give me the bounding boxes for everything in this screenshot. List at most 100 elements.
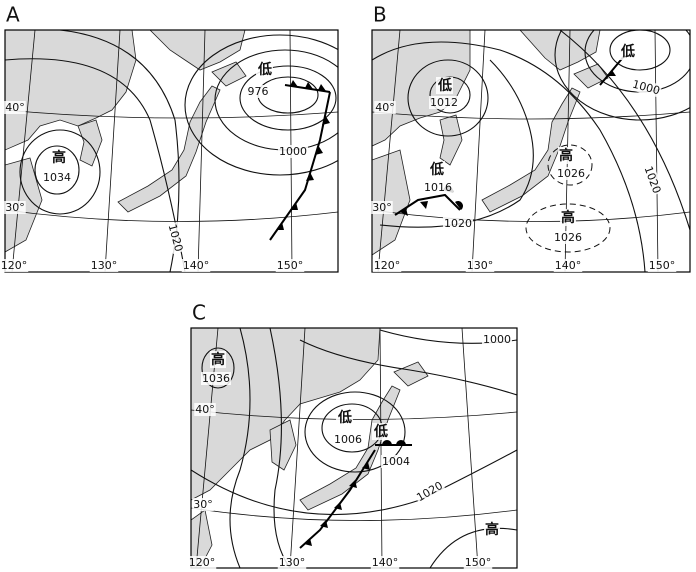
map-label: 30°	[5, 201, 25, 214]
isobar	[554, 30, 690, 121]
meridian	[11, 30, 293, 272]
map-label: 低	[373, 423, 388, 440]
map-label: 140°	[183, 259, 210, 272]
map-label: 976	[248, 85, 269, 98]
land	[117, 85, 221, 213]
label-background	[371, 201, 393, 214]
map-label: 130°	[467, 259, 494, 272]
map-label: 高	[561, 209, 575, 226]
label-background	[619, 43, 636, 60]
label-background	[181, 259, 211, 272]
label-background	[463, 556, 493, 569]
meridian	[377, 30, 659, 272]
isobar	[609, 30, 671, 71]
label-background	[333, 433, 363, 446]
label-background	[256, 61, 273, 78]
isobar	[191, 449, 517, 516]
isobar	[34, 145, 80, 195]
map-label: 1012	[430, 96, 458, 109]
label-background	[278, 145, 308, 158]
isobar	[372, 41, 646, 272]
label-background	[423, 181, 453, 194]
map-label: 40°	[5, 101, 25, 114]
isobar	[304, 391, 406, 473]
map-b	[372, 30, 690, 272]
label-background	[556, 167, 586, 180]
land	[191, 328, 381, 501]
label-background	[372, 259, 402, 272]
isobar	[429, 527, 517, 568]
label-background	[0, 259, 29, 272]
map-label: 1016	[424, 181, 452, 194]
map-label: 1004	[382, 455, 410, 468]
parallel	[5, 209, 338, 222]
map-label: 高	[485, 521, 499, 538]
isobar	[5, 58, 186, 272]
isobar	[299, 339, 517, 396]
map-label: 120°	[1, 259, 28, 272]
label-background	[336, 409, 353, 426]
land	[299, 385, 401, 511]
map-label: 30°	[193, 498, 213, 511]
isobar	[184, 34, 338, 176]
map-label: 高	[211, 351, 225, 368]
parallel	[372, 209, 690, 222]
frame	[4, 29, 339, 273]
label-background	[381, 455, 411, 468]
isobar	[547, 144, 593, 186]
map-label: 1026	[554, 231, 582, 244]
label-background	[275, 259, 305, 272]
label-background	[641, 163, 664, 197]
label-background	[165, 221, 186, 255]
label-background	[201, 372, 231, 385]
land	[519, 30, 601, 71]
map-label: 120°	[189, 556, 216, 569]
label-background	[647, 259, 677, 272]
map-label: 低	[437, 77, 452, 94]
label-background	[277, 556, 307, 569]
label-background	[553, 259, 583, 272]
map-label: 140°	[555, 259, 582, 272]
map-label: 1000	[279, 145, 307, 158]
map-label: 40°	[195, 403, 215, 416]
label-background	[370, 556, 400, 569]
map-label: 150°	[649, 259, 676, 272]
map-label: 140°	[372, 556, 399, 569]
label-background	[374, 101, 396, 114]
map-label: 30°	[372, 201, 392, 214]
isobar	[239, 65, 337, 131]
front-symbols	[304, 440, 406, 546]
label-background	[429, 96, 459, 109]
label-background	[560, 209, 576, 226]
label-background	[482, 333, 512, 346]
label-background	[484, 521, 500, 538]
land	[149, 30, 246, 71]
parallel	[5, 109, 338, 119]
map-label: 150°	[465, 556, 492, 569]
front-symbols	[276, 80, 330, 230]
label-background	[187, 556, 217, 569]
land	[393, 361, 429, 387]
label-background	[192, 498, 214, 511]
label-background	[413, 478, 446, 505]
map-label: 低	[337, 409, 352, 426]
label-background	[629, 77, 663, 98]
land	[269, 419, 297, 471]
map-label: 1020	[414, 479, 445, 504]
label-background	[89, 259, 119, 272]
isobar	[407, 59, 489, 137]
map-label: 高	[559, 147, 573, 164]
panel-title: A	[6, 3, 20, 27]
map-label: 低	[257, 61, 272, 78]
map-label: 130°	[279, 556, 306, 569]
label-background	[436, 77, 453, 94]
panel-title: B	[373, 3, 387, 27]
label-background	[194, 403, 216, 416]
land	[372, 30, 471, 147]
map-c	[191, 328, 517, 568]
isobar	[269, 328, 291, 568]
frame	[190, 327, 518, 569]
map-label: 1036	[202, 372, 230, 385]
map-label: 1000	[631, 78, 661, 98]
